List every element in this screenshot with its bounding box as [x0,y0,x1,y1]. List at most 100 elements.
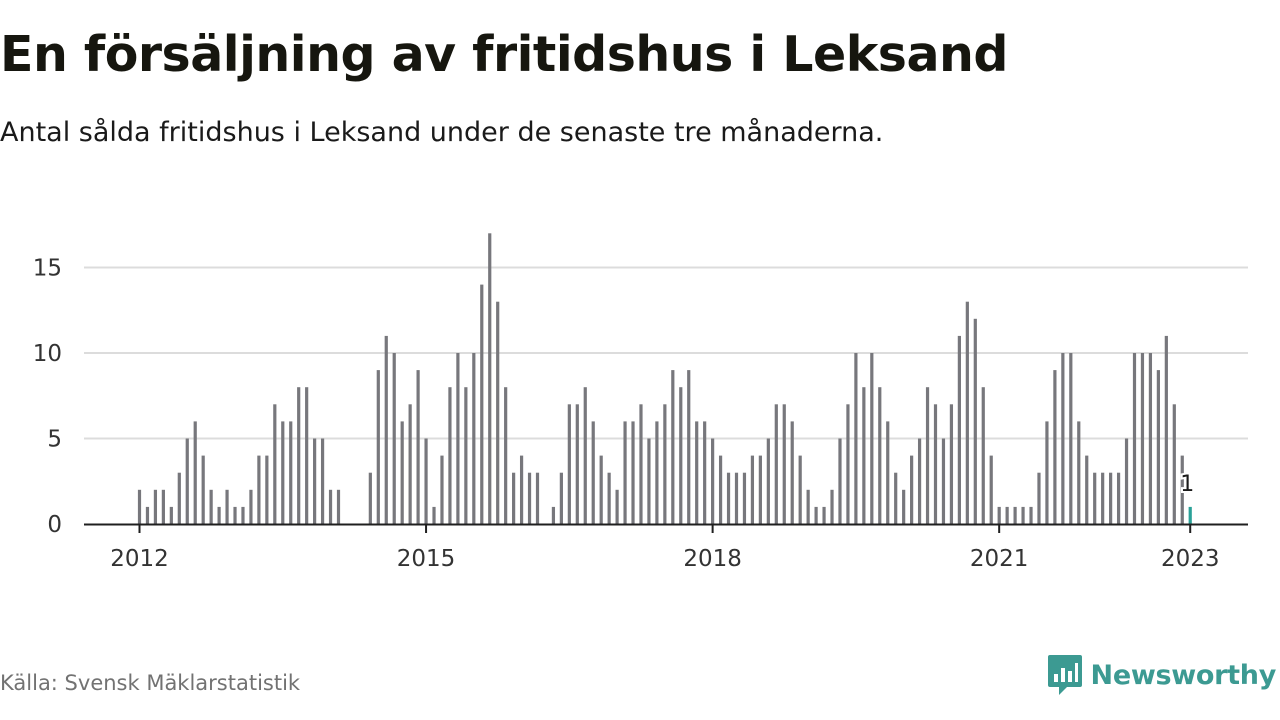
bar [647,438,651,524]
bar [424,438,428,524]
bar [1069,353,1073,524]
bar [782,404,786,524]
bar [774,404,778,524]
bar [209,489,213,524]
bar [185,438,189,524]
bar [878,387,882,524]
bar [368,472,372,524]
bar [535,472,540,524]
bar [957,335,961,524]
bar [1172,404,1176,524]
brand-name: Newsworthy [1090,659,1277,691]
bar [416,370,420,524]
bar [313,438,317,524]
bar [336,489,341,524]
bar [1045,421,1049,524]
bar [575,404,579,524]
bar [193,421,197,524]
bar [583,387,587,524]
x-axis-ticks: 2012 2015 2018 2021 2023 [110,524,1219,572]
newsworthy-logo-icon [1047,655,1082,695]
bar [249,489,253,524]
bar [440,455,444,524]
bar [981,387,985,524]
bar [1124,438,1129,524]
bar [384,335,388,524]
bar [408,404,412,524]
bar [233,506,237,524]
bar [456,353,460,524]
y-axis-ticks: 0 5 10 15 [33,256,62,539]
bar [997,506,1001,524]
bar [679,387,683,524]
bar [153,489,158,524]
bar [519,455,524,524]
bar [289,421,293,524]
y-tick-label: 15 [33,256,62,282]
bar [973,318,977,524]
bar [1005,506,1009,524]
bar [169,506,173,524]
bar [472,353,476,524]
bar [615,489,619,524]
bar [145,506,150,524]
bar [671,370,675,524]
bar [599,455,603,524]
x-tick-label: 2015 [397,546,456,572]
bar [790,421,794,524]
bar [1037,472,1041,524]
brand-logo[interactable]: Newsworthy [1047,652,1276,698]
bar [623,421,627,524]
bar [527,472,532,524]
x-tick-label: 2012 [110,546,169,572]
bar [830,489,834,524]
bar [870,353,874,524]
bar [241,506,245,524]
bar-highlight [1188,506,1192,524]
y-tick-label: 5 [47,427,62,453]
bar [1109,472,1113,524]
bar [1164,335,1168,524]
bar [432,506,436,524]
bars [137,233,1192,525]
bar [902,489,906,524]
bar [376,370,380,524]
x-tick-label: 2021 [970,546,1029,572]
bar [1021,506,1025,524]
bar [742,472,747,524]
bar [400,421,404,524]
bar [941,438,946,524]
bar [933,404,938,524]
bar [281,421,285,524]
chart-title: En försäljning av fritidshus i Leksand [0,26,1008,83]
bar [225,489,229,524]
bar [480,284,484,524]
bar [1061,353,1065,524]
bar [822,506,826,524]
chart-subtitle: Antal sålda fritidshus i Leksand under d… [0,117,884,148]
bar [137,489,142,524]
bar [1140,353,1145,524]
bar [846,404,850,524]
bar-chart: 0 5 10 15 2012 2015 2018 2021 2023 1 [33,233,1248,572]
bar [1148,353,1153,524]
bar [567,404,571,524]
bar [862,387,866,524]
bar [1013,506,1017,524]
bar [718,455,723,524]
bar [655,421,659,524]
bar [703,421,707,524]
bar [1077,421,1081,524]
bar [273,404,277,524]
bar [464,387,468,524]
bar [512,472,516,524]
bar [257,455,261,524]
bar [711,438,715,524]
bar [798,455,802,524]
bar [886,421,890,524]
bar [917,438,922,524]
y-tick-label: 0 [47,512,62,538]
bar [591,421,595,524]
bar [328,489,333,524]
bar [1101,472,1105,524]
